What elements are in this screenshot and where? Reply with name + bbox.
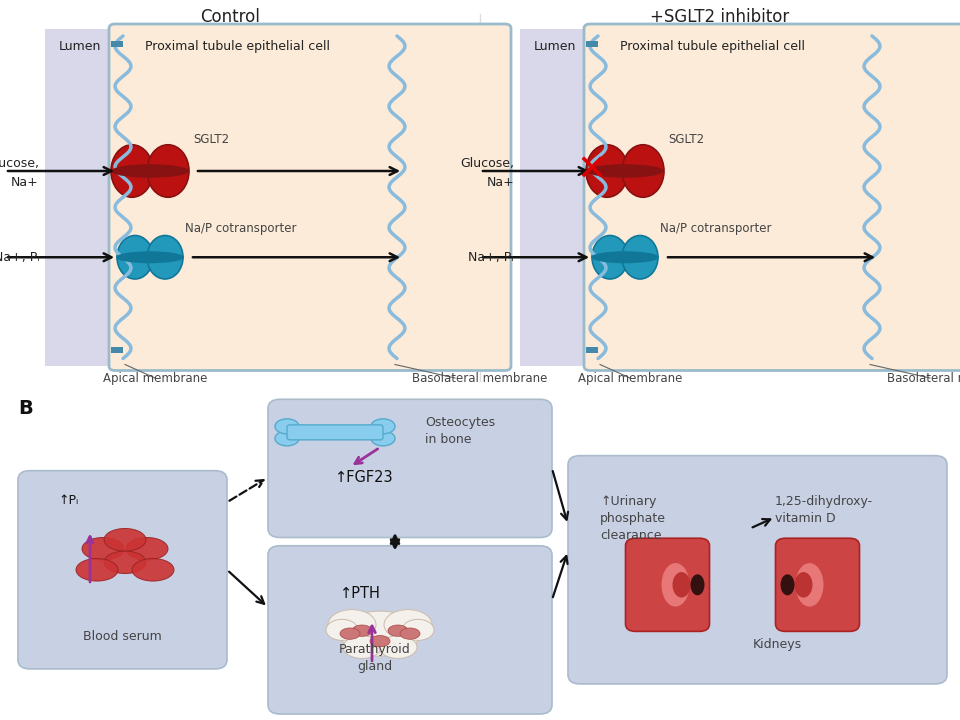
Bar	[111, 40, 123, 47]
Ellipse shape	[661, 563, 689, 606]
Text: Apical membrane: Apical membrane	[103, 372, 207, 385]
Text: ↑Pᵢ: ↑Pᵢ	[58, 494, 79, 507]
Ellipse shape	[586, 145, 628, 197]
Ellipse shape	[82, 538, 124, 560]
Text: Parathyroid
gland: Parathyroid gland	[339, 644, 411, 673]
Text: Osteocytes
in bone: Osteocytes in bone	[425, 416, 495, 446]
Ellipse shape	[371, 431, 395, 446]
Ellipse shape	[326, 619, 358, 640]
Text: Na+, Pᵢ: Na+, Pᵢ	[468, 251, 514, 264]
Ellipse shape	[76, 559, 118, 581]
Ellipse shape	[586, 164, 664, 178]
Ellipse shape	[352, 625, 372, 636]
Ellipse shape	[104, 551, 146, 574]
FancyBboxPatch shape	[268, 400, 552, 538]
Text: Lumen: Lumen	[59, 40, 101, 53]
Text: Basolateral membrane: Basolateral membrane	[412, 372, 548, 385]
Text: Proximal tubule epithelial cell: Proximal tubule epithelial cell	[145, 40, 330, 53]
Text: SGLT2: SGLT2	[193, 133, 229, 146]
Text: Basolateral membrane: Basolateral membrane	[887, 372, 960, 385]
FancyBboxPatch shape	[18, 471, 227, 669]
Ellipse shape	[780, 575, 795, 595]
Ellipse shape	[340, 611, 420, 656]
FancyBboxPatch shape	[520, 29, 590, 366]
Ellipse shape	[275, 431, 299, 446]
Text: 1,25-dihydroxy-
vitamin D: 1,25-dihydroxy- vitamin D	[775, 495, 874, 525]
Text: +SGLT2 inhibitor: +SGLT2 inhibitor	[650, 7, 790, 25]
Ellipse shape	[343, 636, 381, 658]
Ellipse shape	[111, 164, 189, 178]
FancyBboxPatch shape	[776, 539, 859, 631]
Ellipse shape	[673, 572, 690, 598]
Text: Apical membrane: Apical membrane	[578, 372, 683, 385]
FancyBboxPatch shape	[109, 24, 511, 371]
Text: Na/P cotransporter: Na/P cotransporter	[185, 222, 297, 235]
Bar	[586, 346, 598, 353]
Ellipse shape	[275, 419, 299, 434]
Ellipse shape	[622, 235, 658, 279]
Text: Na+: Na+	[487, 176, 514, 189]
Ellipse shape	[400, 628, 420, 639]
Ellipse shape	[328, 610, 376, 639]
Ellipse shape	[384, 610, 432, 639]
Ellipse shape	[132, 559, 174, 581]
Ellipse shape	[370, 636, 390, 647]
Ellipse shape	[796, 563, 824, 606]
FancyBboxPatch shape	[287, 425, 383, 440]
Text: Na/P cotransporter: Na/P cotransporter	[660, 222, 772, 235]
Text: Control: Control	[200, 7, 260, 25]
Ellipse shape	[690, 575, 705, 595]
Text: Na+, Pᵢ: Na+, Pᵢ	[0, 251, 39, 264]
FancyBboxPatch shape	[568, 456, 947, 684]
Ellipse shape	[402, 619, 434, 640]
Ellipse shape	[117, 235, 153, 279]
FancyBboxPatch shape	[626, 539, 709, 631]
Text: Blood serum: Blood serum	[84, 631, 162, 644]
Ellipse shape	[116, 251, 184, 264]
Text: B: B	[18, 399, 33, 418]
Ellipse shape	[147, 145, 189, 197]
Ellipse shape	[147, 235, 183, 279]
Bar	[586, 40, 598, 47]
Bar	[111, 346, 123, 353]
Text: Lumen: Lumen	[534, 40, 576, 53]
Text: Na+: Na+	[12, 176, 39, 189]
Text: Glucose,: Glucose,	[460, 157, 514, 170]
Ellipse shape	[126, 538, 168, 560]
Text: ✕: ✕	[577, 154, 607, 188]
Text: Proximal tubule epithelial cell: Proximal tubule epithelial cell	[620, 40, 805, 53]
Ellipse shape	[622, 145, 664, 197]
Text: Glucose,: Glucose,	[0, 157, 39, 170]
Ellipse shape	[371, 419, 395, 434]
Ellipse shape	[104, 528, 146, 551]
FancyBboxPatch shape	[268, 546, 552, 714]
Ellipse shape	[795, 572, 812, 598]
Ellipse shape	[379, 636, 417, 658]
Text: ↑PTH: ↑PTH	[340, 586, 381, 601]
FancyBboxPatch shape	[45, 29, 115, 366]
Text: ↑Urinary
phosphate
clearance: ↑Urinary phosphate clearance	[600, 495, 666, 541]
Ellipse shape	[388, 625, 408, 636]
Ellipse shape	[592, 235, 628, 279]
Text: Kidneys: Kidneys	[753, 638, 802, 651]
Ellipse shape	[111, 145, 153, 197]
Ellipse shape	[591, 251, 659, 264]
FancyBboxPatch shape	[584, 24, 960, 371]
Ellipse shape	[340, 628, 360, 639]
Text: ↑FGF23: ↑FGF23	[335, 470, 394, 485]
Text: SGLT2: SGLT2	[668, 133, 704, 146]
